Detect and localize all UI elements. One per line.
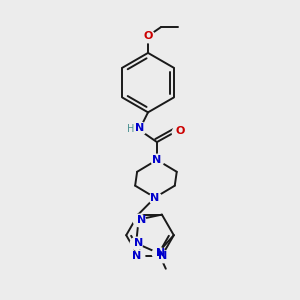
Text: N: N	[158, 251, 167, 261]
Text: N: N	[134, 238, 144, 248]
Text: H: H	[128, 124, 135, 134]
Text: N: N	[133, 251, 142, 261]
Text: O: O	[143, 31, 153, 41]
Text: N: N	[136, 123, 145, 133]
Text: O: O	[175, 126, 184, 136]
Text: N: N	[156, 248, 166, 258]
Text: N: N	[137, 214, 146, 225]
Text: N: N	[150, 193, 160, 202]
Text: N: N	[152, 155, 162, 165]
